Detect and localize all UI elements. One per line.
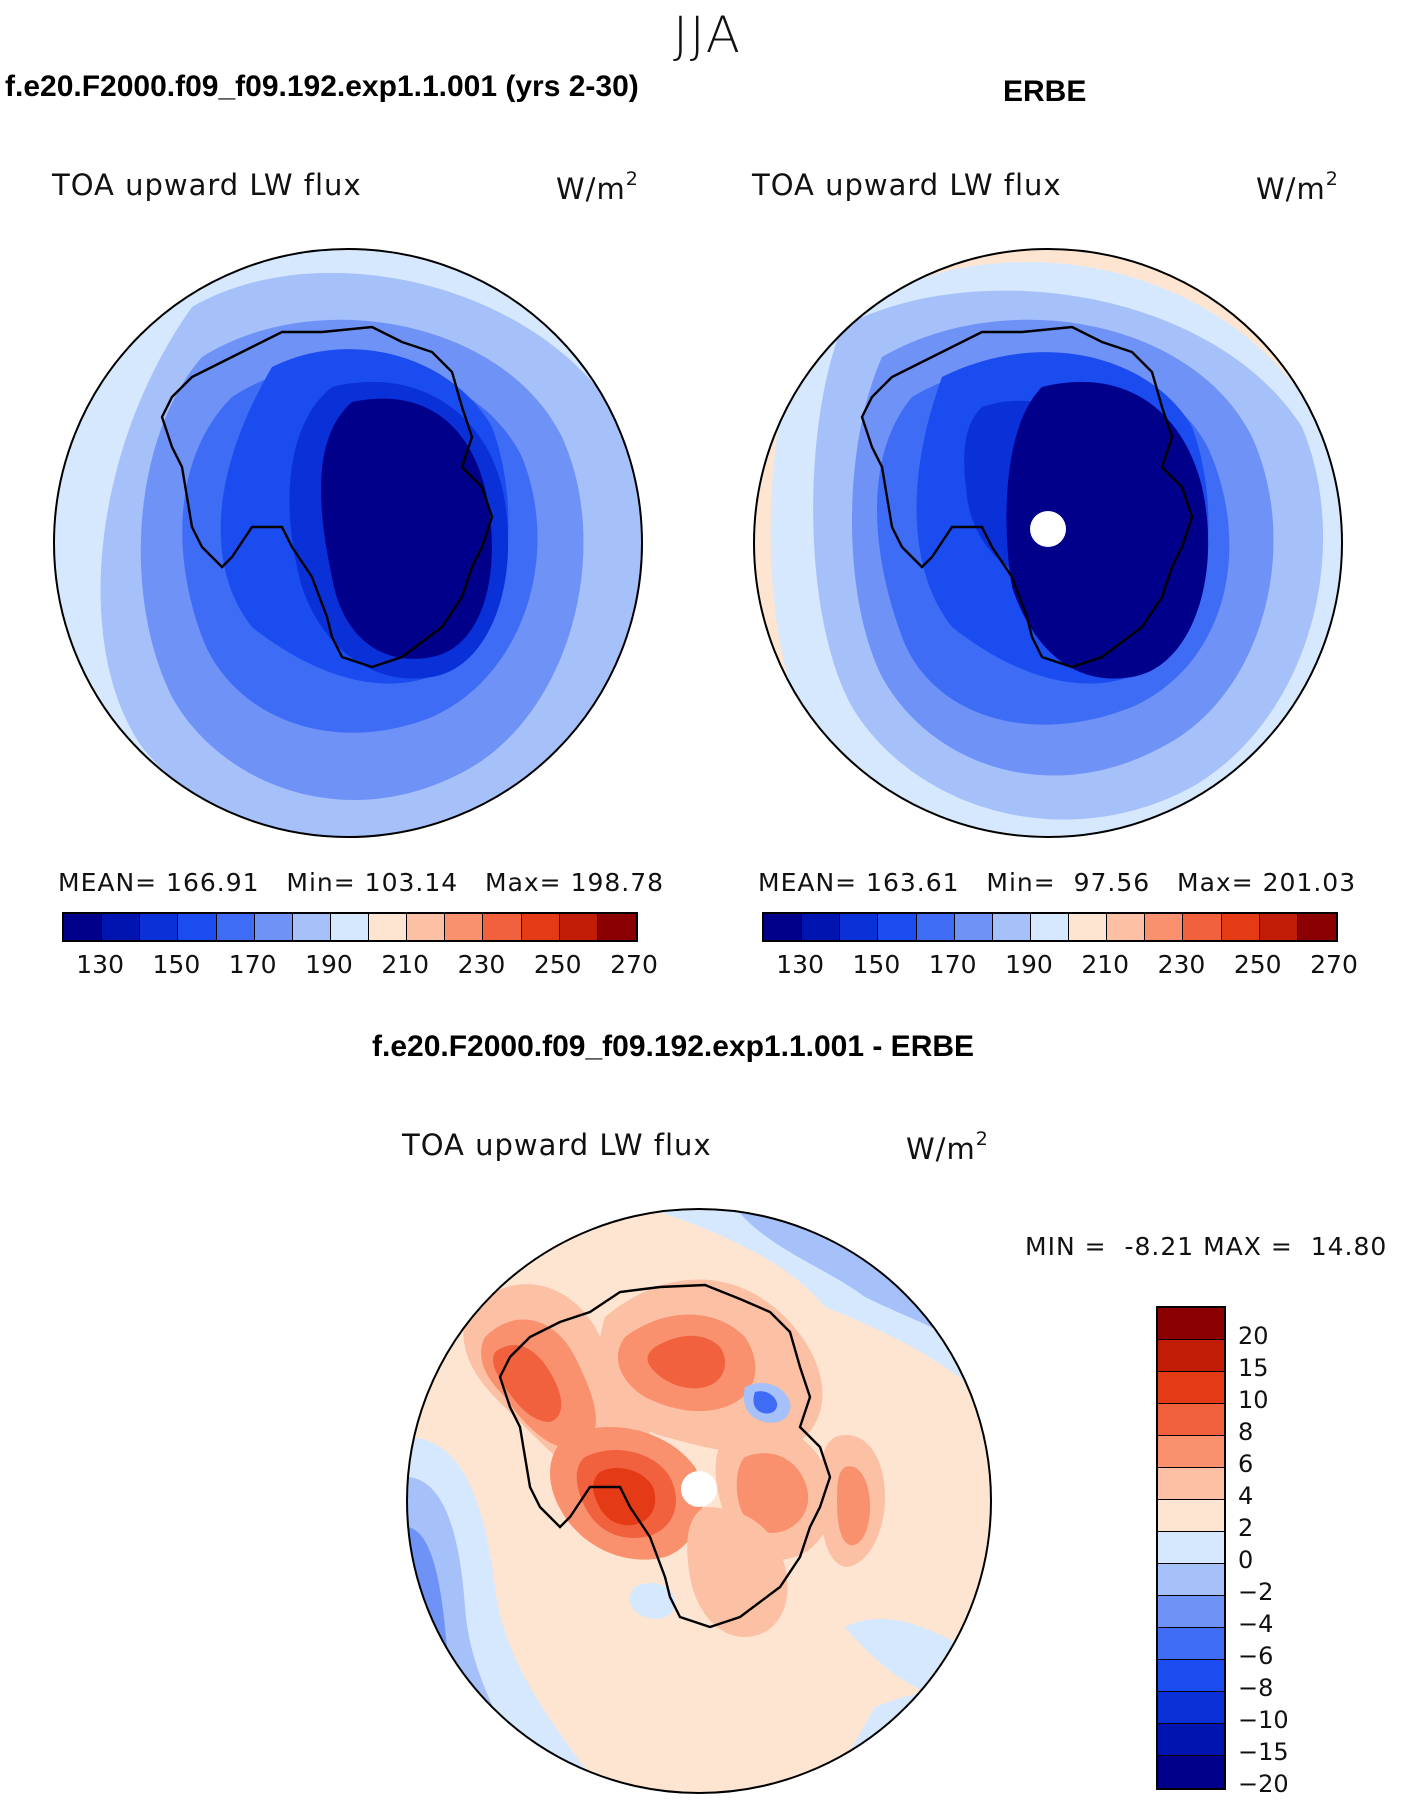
diff-case-title: f.e20.F2000.f09_f09.192.exp1.1.001 - ERB… (372, 1030, 975, 1063)
colorbar-tick-label: 8 (1238, 1418, 1254, 1446)
model-colorbar (62, 912, 638, 942)
colorbar-tick-label: 150 (152, 950, 201, 979)
model-case-title: f.e20.F2000.f09_f09.192.exp1.1.001 (yrs … (5, 70, 639, 103)
colorbar-cell (1158, 1500, 1224, 1532)
colorbar-cell (483, 914, 522, 940)
colorbar-cell (1107, 914, 1146, 940)
colorbar-tick-label: 190 (305, 950, 353, 979)
colorbar-cell (878, 914, 917, 940)
obs-case-title: ERBE (1003, 75, 1087, 108)
colorbar-cell (521, 914, 560, 940)
obs-stats: MEAN= 163.61 Min= 97.56 Max= 201.03 (758, 868, 1357, 897)
colorbar-tick-label: 270 (610, 950, 658, 979)
colorbar-cell (954, 914, 993, 940)
colorbar-cell (1158, 1564, 1224, 1596)
colorbar-cell (1221, 914, 1260, 940)
colorbar-tick-label: 0 (1238, 1546, 1254, 1574)
colorbar-cell (916, 914, 955, 940)
obs-colorbar (762, 912, 1338, 942)
colorbar-cell (445, 914, 484, 940)
obs-plot-title: TOA upward LW flux (752, 168, 1062, 202)
colorbar-cell (216, 914, 255, 940)
colorbar-tick-label: −20 (1238, 1770, 1289, 1798)
colorbar-tick-label: 2 (1238, 1514, 1254, 1542)
obs-colorbar-ticks: 130 150 170 190 210 230 250 270 (762, 950, 1358, 980)
diff-stats: MIN = -8.21 MAX = 14.80 (1025, 1232, 1388, 1261)
colorbar-cell (1158, 1692, 1224, 1724)
colorbar-cell (1158, 1308, 1224, 1340)
colorbar-cell (1158, 1756, 1224, 1788)
colorbar-cell (1259, 914, 1298, 940)
colorbar-cell (102, 914, 141, 940)
colorbar-tick-label: 210 (381, 950, 430, 979)
colorbar-tick-label: 170 (928, 950, 977, 979)
colorbar-cell (1030, 914, 1069, 940)
colorbar-cell (597, 914, 636, 940)
diff-colorbar (1156, 1306, 1226, 1790)
colorbar-tick-label: 210 (1081, 950, 1130, 979)
colorbar-cell (64, 914, 103, 940)
colorbar-cell (1158, 1628, 1224, 1660)
colorbar-cell (802, 914, 841, 940)
obs-polar-map (753, 248, 1343, 838)
season-title: JJA (673, 6, 742, 64)
colorbar-tick-label: 130 (776, 950, 824, 979)
colorbar-cell (1158, 1340, 1224, 1372)
colorbar-tick-label: −10 (1238, 1706, 1289, 1734)
colorbar-tick-label: 20 (1238, 1322, 1269, 1350)
colorbar-tick-label: −6 (1238, 1642, 1274, 1670)
colorbar-cell (840, 914, 879, 940)
colorbar-cell (407, 914, 446, 940)
colorbar-tick-label: 6 (1238, 1450, 1254, 1478)
colorbar-cell (992, 914, 1031, 940)
colorbar-cell (1158, 1724, 1224, 1756)
model-units: W/m2 (556, 168, 639, 206)
colorbar-cell (178, 914, 217, 940)
colorbar-cell (140, 914, 179, 940)
colorbar-cell (1145, 914, 1184, 940)
colorbar-tick-label: 150 (852, 950, 901, 979)
colorbar-cell (559, 914, 598, 940)
colorbar-tick-label: −15 (1238, 1738, 1289, 1766)
colorbar-tick-label: 170 (228, 950, 277, 979)
colorbar-tick-label: 10 (1238, 1386, 1269, 1414)
colorbar-cell (254, 914, 293, 940)
colorbar-tick-label: 190 (1005, 950, 1053, 979)
colorbar-cell (369, 914, 408, 940)
colorbar-tick-label: 230 (1157, 950, 1206, 979)
obs-units: W/m2 (1256, 168, 1339, 206)
colorbar-cell (1158, 1596, 1224, 1628)
model-stats: MEAN= 166.91 Min= 103.14 Max= 198.78 (58, 868, 665, 897)
diff-colorbar-ticks: 20 15 10 8 6 4 2 0 −2 −4 −6 −8 −10 −15 −20 (1238, 1306, 1328, 1798)
colorbar-cell (1158, 1532, 1224, 1564)
colorbar-cell (764, 914, 803, 940)
colorbar-cell (292, 914, 331, 940)
model-polar-map (53, 248, 643, 838)
colorbar-tick-label: 130 (76, 950, 124, 979)
colorbar-tick-label: −2 (1238, 1578, 1274, 1606)
colorbar-cell (1158, 1404, 1224, 1436)
diff-units: W/m2 (906, 1128, 989, 1166)
diff-polar-map (406, 1208, 992, 1794)
colorbar-tick-label: 270 (1310, 950, 1358, 979)
colorbar-cell (330, 914, 369, 940)
model-colorbar-ticks: 130 150 170 190 210 230 250 270 (62, 950, 658, 980)
colorbar-cell (1158, 1660, 1224, 1692)
colorbar-tick-label: 4 (1238, 1482, 1254, 1510)
colorbar-cell (1158, 1372, 1224, 1404)
colorbar-tick-label: 250 (1233, 950, 1282, 979)
colorbar-cell (1183, 914, 1222, 940)
colorbar-tick-label: −4 (1238, 1610, 1274, 1638)
colorbar-cell (1069, 914, 1108, 940)
colorbar-tick-label: 250 (533, 950, 582, 979)
colorbar-tick-label: −8 (1238, 1674, 1274, 1702)
colorbar-cell (1158, 1436, 1224, 1468)
colorbar-tick-label: 15 (1238, 1354, 1269, 1382)
colorbar-tick-label: 230 (457, 950, 506, 979)
model-plot-title: TOA upward LW flux (52, 168, 362, 202)
colorbar-cell (1297, 914, 1336, 940)
diff-plot-title: TOA upward LW flux (402, 1128, 712, 1162)
colorbar-cell (1158, 1468, 1224, 1500)
